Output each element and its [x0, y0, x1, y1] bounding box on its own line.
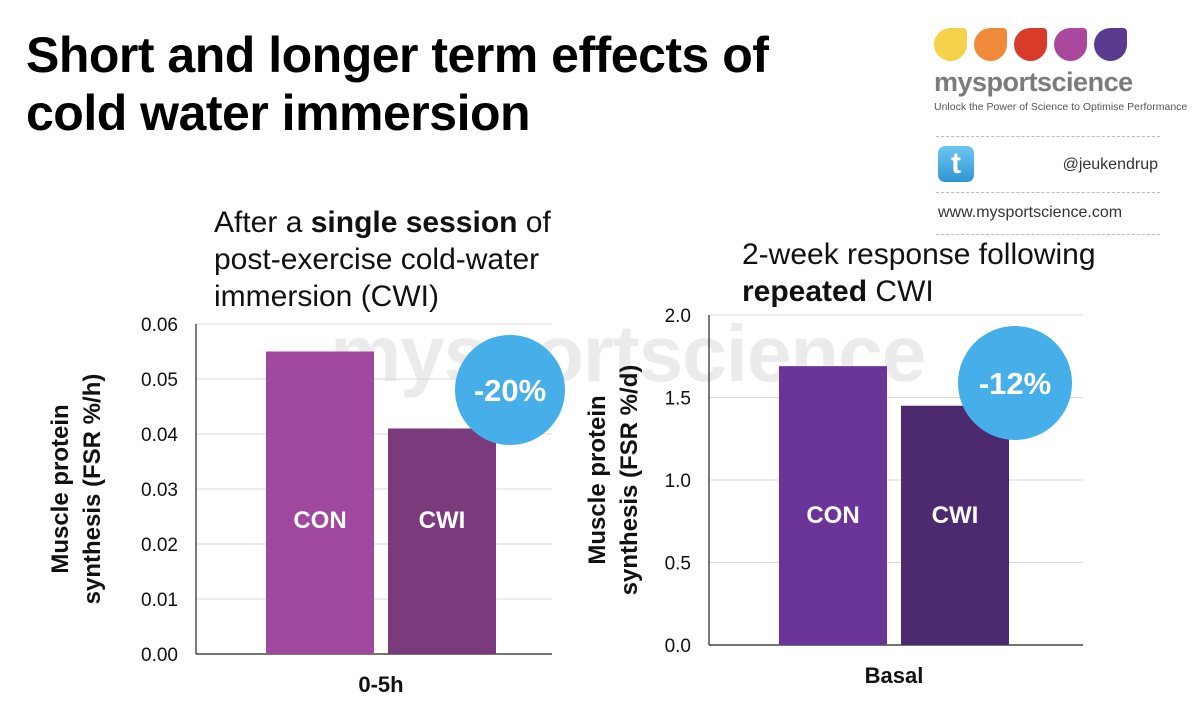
divider: [936, 192, 1160, 193]
logo-drops: [934, 28, 1160, 61]
y-tick-label: 0.5: [665, 554, 691, 575]
caption-text: of post-exercise cold-water immersion (C…: [214, 206, 551, 313]
logo-wordmark: mysportscience: [934, 67, 1133, 97]
caption-text: After a: [214, 206, 311, 239]
y-tick-label: 1.5: [665, 389, 691, 410]
y-axis-label-line: synthesis (FSR %/h): [79, 374, 106, 605]
logo-tagline: Unlock the Power of Science to Optimise …: [934, 101, 1188, 113]
y-tick-label: 0.05: [141, 370, 178, 391]
logo-drop-icon: [1094, 28, 1127, 61]
y-axis-label-line: Muscle protein: [47, 404, 74, 573]
logo-drop-icon: [974, 28, 1007, 61]
y-axis-label-line: synthesis (FSR %/d): [616, 365, 643, 596]
left-chart-caption: After a single session of post-exercise …: [214, 204, 604, 315]
caption-text: CWI: [867, 275, 934, 308]
y-tick-label: 0.0: [665, 636, 691, 657]
logo-drop-icon: [1014, 28, 1047, 61]
right-chart-caption: 2-week response following repeated CWI: [742, 236, 1142, 310]
twitter-icon: t: [938, 146, 974, 182]
x-axis-label: Basal: [865, 663, 924, 688]
y-tick-label: 0.00: [141, 645, 178, 666]
divider: [936, 234, 1160, 235]
caption-emphasis: single session: [310, 206, 518, 239]
bar-con: [266, 351, 374, 654]
percent-change-label: -12%: [979, 366, 1051, 401]
bar-label: CON: [293, 507, 346, 534]
x-axis-label: 0-5h: [358, 672, 403, 697]
percent-change-badge: [958, 326, 1072, 440]
divider: [936, 136, 1160, 137]
caption-text: 2-week response following: [742, 238, 1096, 271]
title-line-2: cold water immersion: [26, 85, 531, 141]
percent-change-label: -20%: [474, 373, 546, 408]
caption-emphasis: repeated: [742, 275, 868, 308]
y-axis-label-line: Muscle protein: [584, 395, 611, 564]
y-axis-label: Muscle protein synthesis (FSR %/h): [47, 374, 106, 605]
left-bar-chart: 0.00 0.01 0.02 0.03 0.04 0.05 0.06 CON CWI -20% 0-…: [47, 315, 565, 697]
bar-label: CWI: [419, 507, 466, 534]
percent-change-badge: [455, 335, 565, 445]
website-link[interactable]: www.mysportscience.com: [938, 204, 1123, 221]
right-bar-chart: 0.0 0.5 1.0 1.5 2.0 CON CWI -12% Basal Muscle pro…: [584, 306, 1083, 688]
title-line-1: Short and longer term effects of: [26, 27, 769, 83]
bar-cwi: [388, 428, 496, 654]
logo-drop-icon: [1054, 28, 1087, 61]
y-tick-label: 0.04: [141, 425, 178, 446]
y-tick-label: 2.0: [665, 306, 691, 327]
bar-con: [779, 366, 887, 645]
slide-title: Short and longer term effects of cold wa…: [26, 26, 906, 142]
y-tick-label: 0.02: [141, 535, 178, 556]
bar-label: CON: [806, 502, 859, 529]
bar-label: CWI: [932, 502, 979, 529]
y-tick-label: 0.03: [141, 480, 178, 501]
bar-cwi: [901, 405, 1009, 645]
mysportscience-logo: mysportscience Unlock the Power of Scien…: [934, 28, 1188, 113]
y-tick-label: 0.01: [141, 590, 178, 611]
twitter-handle[interactable]: @jeukendrup: [1062, 156, 1158, 173]
y-axis-label: Muscle protein synthesis (FSR %/d): [584, 365, 643, 596]
logo-drop-icon: [934, 28, 967, 61]
y-tick-label: 1.0: [665, 471, 691, 492]
y-tick-label: 0.06: [141, 315, 178, 336]
